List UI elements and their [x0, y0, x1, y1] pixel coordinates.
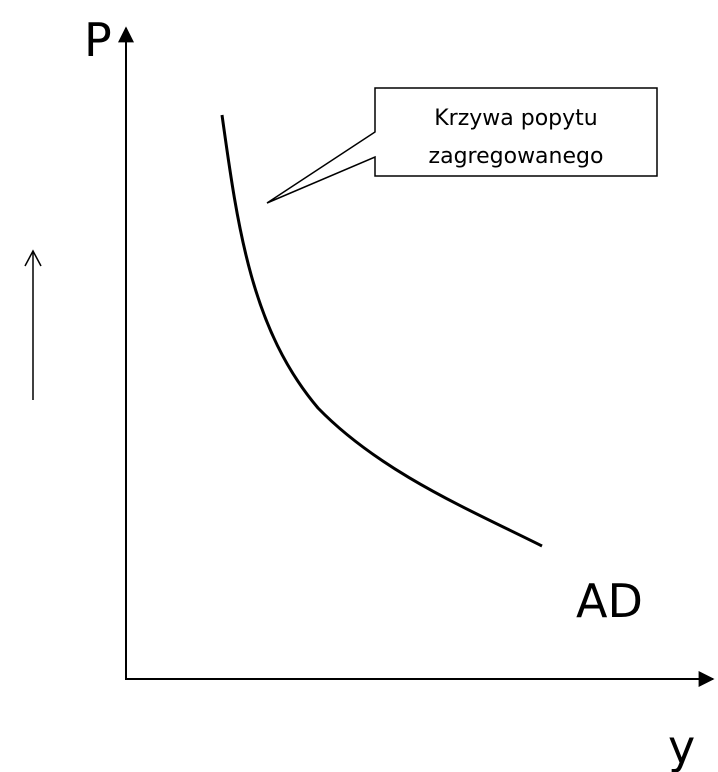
y-axis-label: P: [84, 13, 112, 67]
curve-label: AD: [576, 574, 643, 628]
callout-text: zagregowanego: [429, 144, 604, 169]
ad-curve: [220, 114, 543, 548]
x-axis-label: y: [668, 720, 695, 772]
callout-box: [266, 87, 658, 204]
up-arrow-head: [24, 249, 42, 267]
callout-text: Krzywa popytu: [434, 106, 598, 131]
